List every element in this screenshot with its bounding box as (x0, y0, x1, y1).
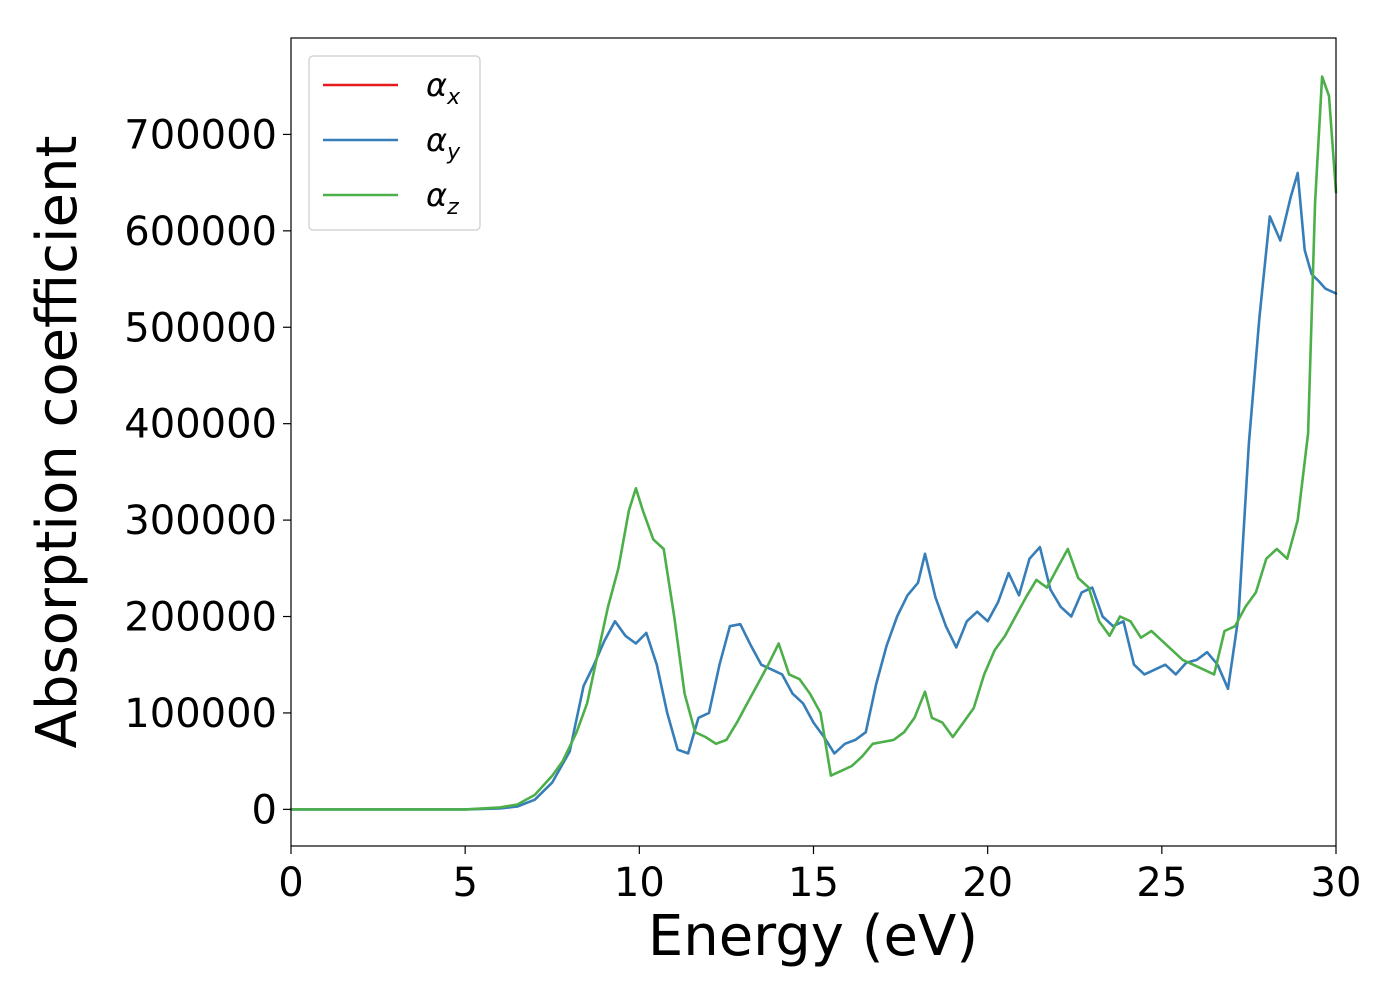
series-line-y (289, 171, 1338, 811)
series-layer (289, 75, 1338, 811)
x-axis-ticks: 0 5 10 15 20 25 30 (278, 846, 1361, 906)
legend-label-z: αz (426, 176, 459, 220)
x-tick-label: 30 (1311, 860, 1362, 906)
legend-label-subscript: z (446, 195, 459, 220)
y-axis-label: Absorption coefficient (25, 136, 90, 749)
x-tick-label: 5 (452, 860, 477, 906)
legend-label-subscript: y (446, 140, 461, 165)
x-tick-label: 25 (1136, 860, 1187, 906)
y-tick-label: 700000 (124, 112, 277, 158)
y-tick-label: 0 (252, 787, 277, 833)
y-tick-label: 400000 (124, 402, 277, 448)
y-tick-label: 100000 (124, 691, 277, 737)
legend-box (308, 55, 481, 231)
y-tick-label: 300000 (124, 498, 277, 544)
legend-label-x: αx (426, 66, 461, 110)
y-tick-label: 600000 (124, 209, 277, 255)
x-tick-label: 10 (614, 860, 665, 906)
legend-label-base: α (426, 121, 447, 159)
x-tick-label: 0 (278, 860, 303, 906)
legend-label-base: α (426, 66, 447, 104)
legend-label-y: αy (426, 121, 461, 165)
x-tick-label: 15 (788, 860, 839, 906)
y-tick-label: 200000 (124, 595, 277, 641)
x-tick-label: 20 (962, 860, 1013, 906)
x-axis-label: Energy (eV) (648, 904, 978, 969)
y-axis-ticks: 0 100000 200000 300000 400000 500000 600000 700… (124, 112, 291, 833)
legend-label-subscript: x (446, 85, 461, 110)
legend-label-base: α (426, 176, 447, 214)
series-line-z (289, 75, 1338, 811)
y-tick-label: 500000 (124, 305, 277, 351)
